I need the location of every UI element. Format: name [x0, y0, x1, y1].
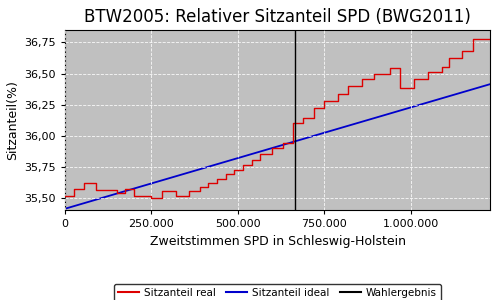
Legend: Sitzanteil real, Sitzanteil ideal, Wahlergebnis: Sitzanteil real, Sitzanteil ideal, Wahle…: [114, 284, 442, 300]
X-axis label: Zweitstimmen SPD in Schleswig-Holstein: Zweitstimmen SPD in Schleswig-Holstein: [150, 235, 406, 248]
Y-axis label: Sitzanteil(%): Sitzanteil(%): [6, 80, 19, 160]
Title: BTW2005: Relativer Sitzanteil SPD (BWG2011): BTW2005: Relativer Sitzanteil SPD (BWG20…: [84, 8, 471, 26]
